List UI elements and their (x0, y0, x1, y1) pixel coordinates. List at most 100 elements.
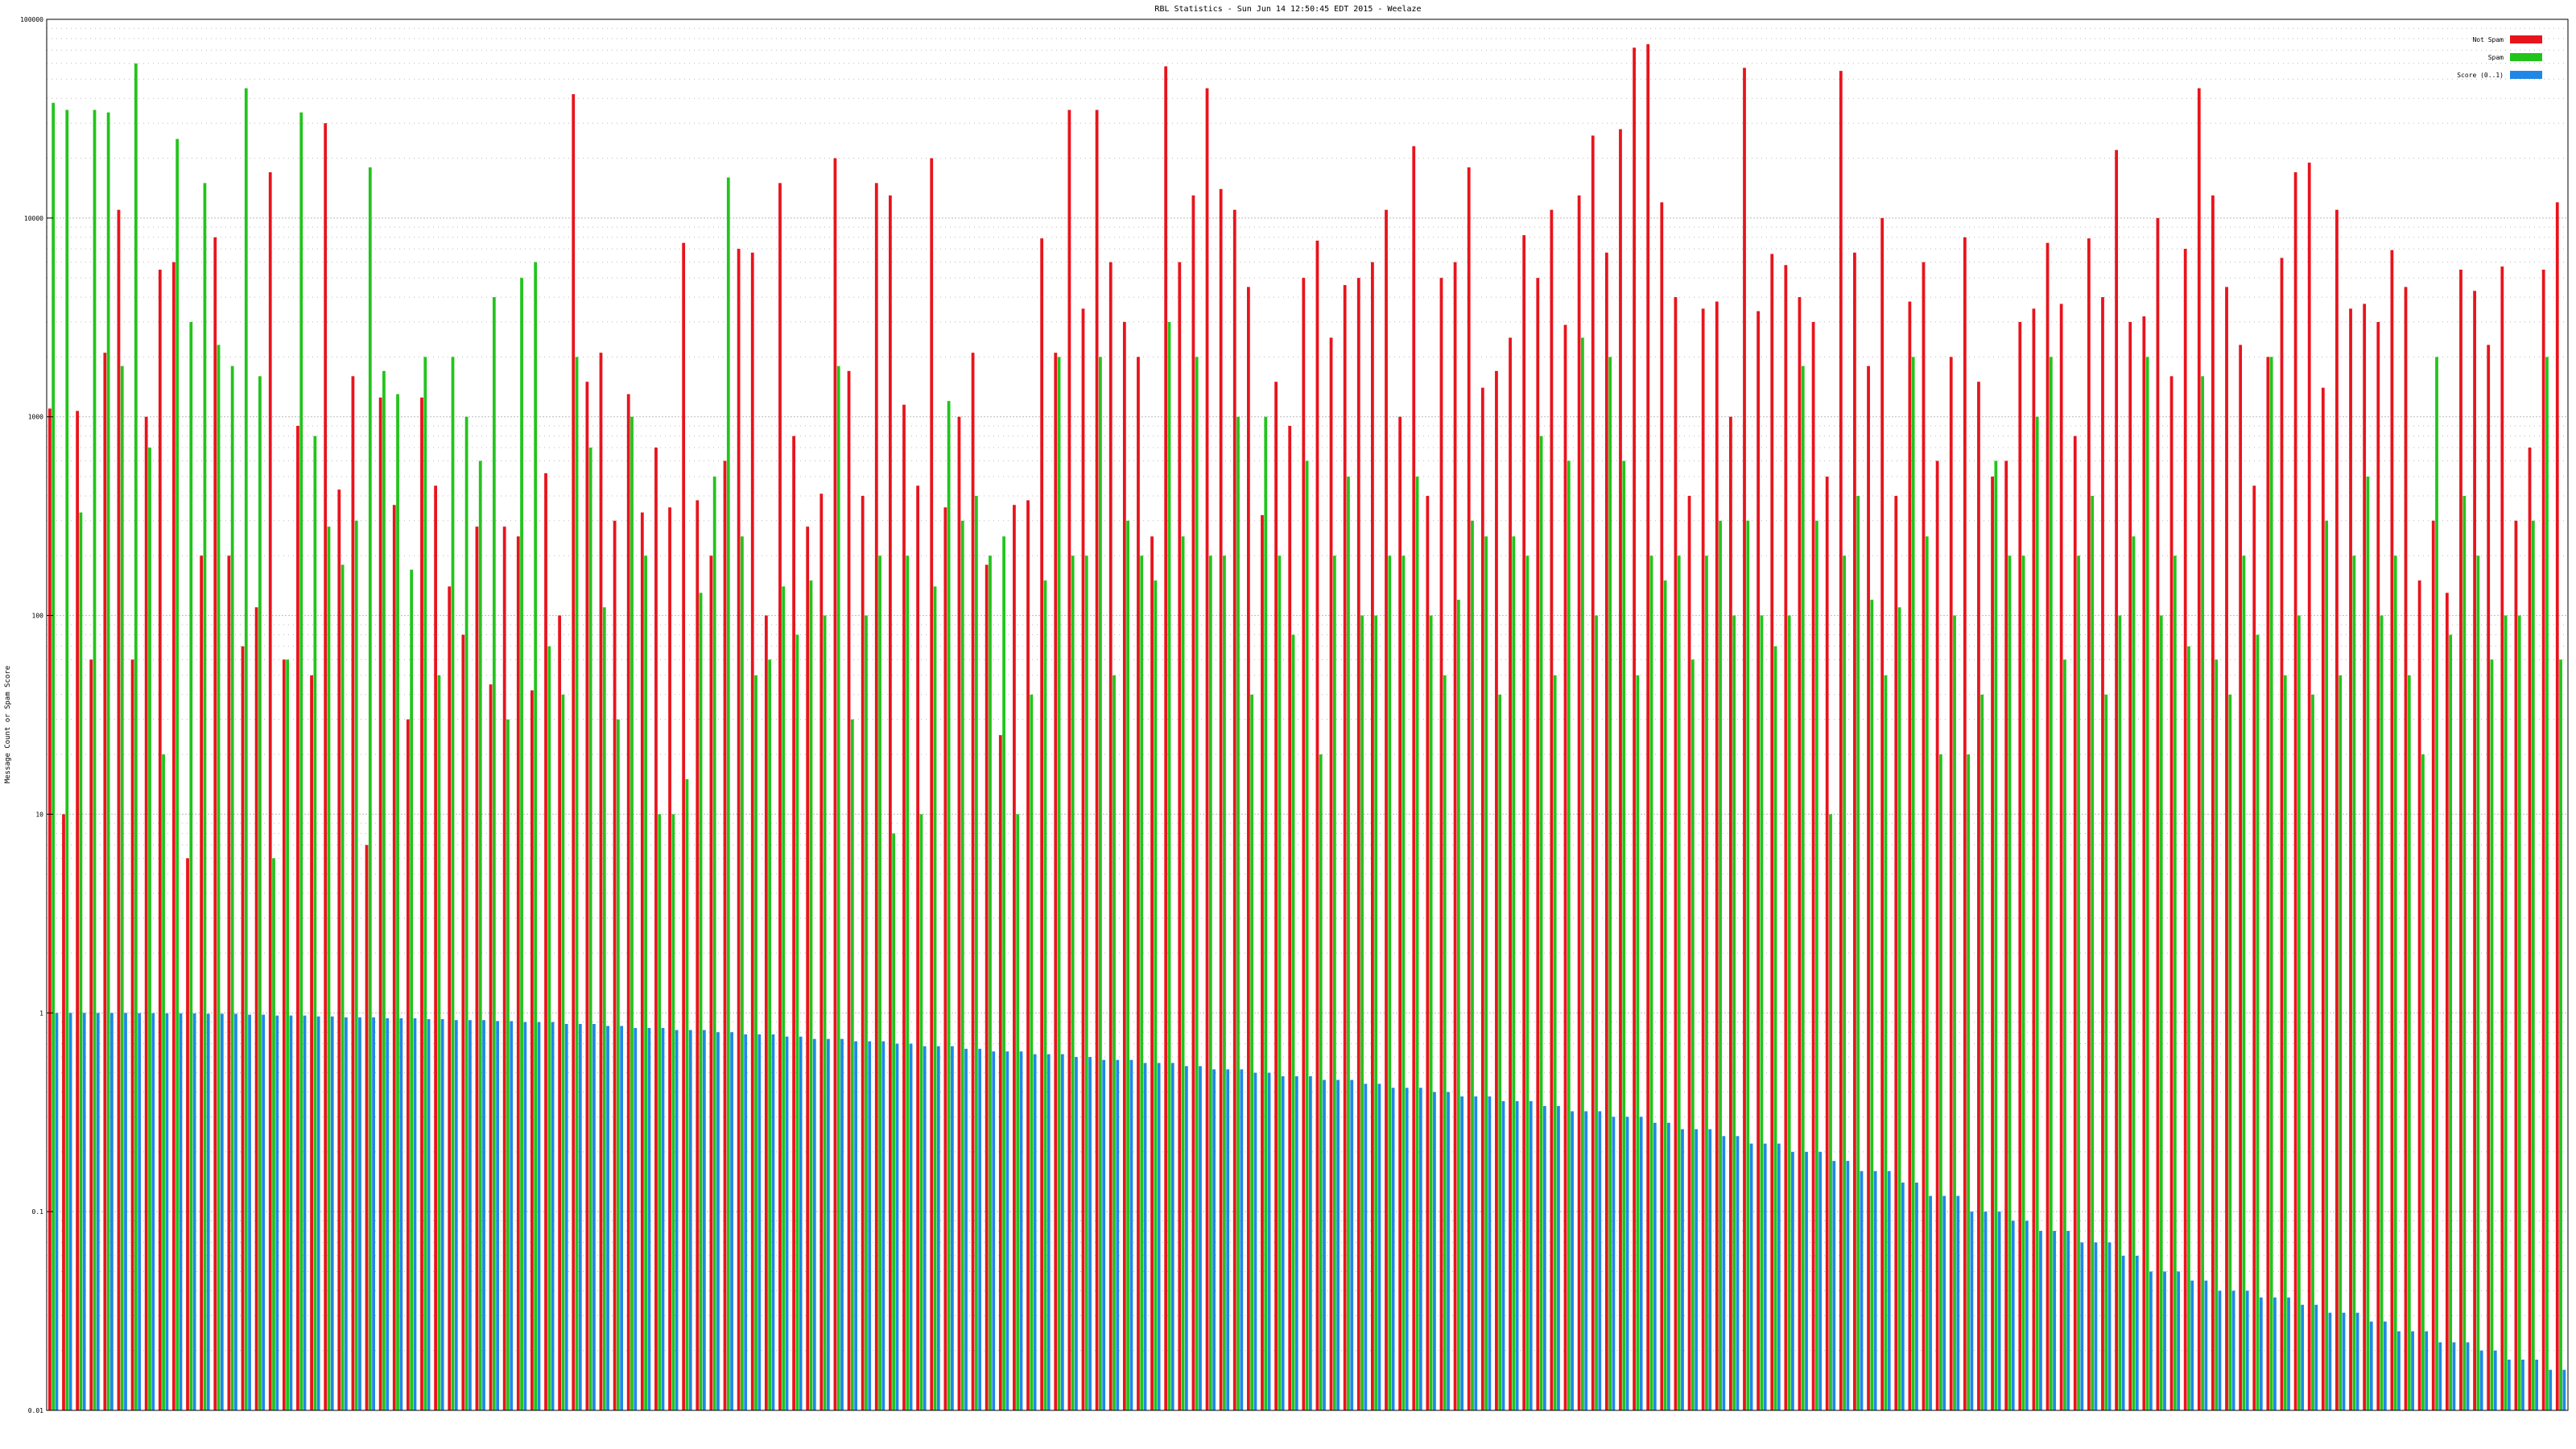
bar-score- (1405, 1088, 1409, 1410)
bar-not-spam (213, 237, 217, 1411)
bar-not-spam (268, 171, 272, 1410)
bar-not-spam (2335, 209, 2339, 1411)
bar-score- (2066, 1231, 2070, 1410)
bar-score- (1226, 1069, 1230, 1410)
bar-not-spam (2101, 297, 2104, 1411)
bar-score- (1695, 1129, 1698, 1410)
bar-spam (2201, 376, 2204, 1410)
bar-spam (2421, 754, 2425, 1410)
bar-score- (454, 1020, 458, 1410)
bar-score- (2218, 1290, 2222, 1410)
bar-score- (1997, 1212, 2001, 1410)
bar-spam (1443, 675, 1447, 1410)
bar-score- (358, 1017, 361, 1410)
bar-spam (754, 675, 758, 1410)
legend-swatch (2510, 71, 2542, 79)
bar-spam (1581, 337, 1584, 1410)
bar-not-spam (1274, 382, 1278, 1411)
bar-spam (492, 297, 496, 1411)
bar-spam (2104, 694, 2108, 1410)
bar-spam (1539, 436, 1543, 1410)
bar-not-spam (2197, 88, 2201, 1411)
bar-spam (506, 719, 510, 1410)
bar-not-spam (337, 489, 341, 1410)
bar-score- (1033, 1054, 1037, 1410)
bar-score- (68, 1013, 72, 1410)
bar-score- (675, 1030, 679, 1410)
bar-not-spam (1329, 337, 1333, 1410)
legend-label: Score (0..1) (2457, 72, 2504, 79)
bar-spam (534, 262, 538, 1411)
bar-not-spam (2073, 436, 2077, 1410)
bar-spam (2132, 536, 2136, 1410)
bar-score- (1046, 1054, 1051, 1410)
bar-spam (1305, 460, 1309, 1410)
bar-spam (1057, 357, 1061, 1411)
bar-score- (1377, 1084, 1381, 1410)
bar-score- (2411, 1331, 2414, 1410)
chart-title: RBL Statistics - Sun Jun 14 12:50:45 EDT… (1154, 5, 1421, 14)
bar-score- (510, 1021, 514, 1410)
bar-score- (826, 1038, 830, 1410)
y-tick-label: 0.1 (32, 1208, 44, 1216)
bar-not-spam (682, 242, 686, 1410)
bar-spam (547, 646, 551, 1410)
bar-score- (2080, 1242, 2084, 1410)
bar-not-spam (2156, 217, 2160, 1410)
bar-spam (1636, 675, 1640, 1410)
bar-score- (2466, 1342, 2470, 1410)
bar-not-spam (1811, 321, 1815, 1411)
bar-score- (578, 1023, 582, 1410)
bar-score- (716, 1032, 720, 1410)
bar-not-spam (1757, 311, 1761, 1411)
bar-score- (1984, 1212, 1988, 1410)
bar-not-spam (2087, 238, 2091, 1410)
bar-score- (812, 1038, 816, 1410)
bar-score- (482, 1020, 485, 1410)
bar-score- (2053, 1231, 2056, 1410)
bar-score- (344, 1017, 348, 1410)
bar-spam (1856, 495, 1860, 1410)
bar-not-spam (2252, 485, 2256, 1410)
bar-not-spam (2514, 520, 2518, 1410)
bar-not-spam (2142, 316, 2146, 1410)
bar-spam (106, 112, 110, 1411)
bar-not-spam (1784, 265, 1788, 1411)
bar-not-spam (130, 659, 134, 1410)
bar-not-spam (2431, 520, 2435, 1410)
chart-legend: Not Spam Spam Score (0..1) (2457, 35, 2542, 79)
bar-spam (1553, 675, 1557, 1410)
bar-spam (974, 495, 978, 1410)
bar-score- (2204, 1280, 2208, 1410)
bar-score- (1129, 1059, 1133, 1410)
bar-not-spam (186, 858, 189, 1410)
bar-spam (1402, 555, 1406, 1410)
legend-label: Not Spam (2472, 36, 2504, 43)
bar-score- (1860, 1170, 1864, 1410)
bar-spam (230, 365, 234, 1410)
bar-spam (630, 416, 634, 1410)
bar-not-spam (48, 408, 52, 1410)
bar-score- (744, 1034, 748, 1410)
bar-score- (2011, 1220, 2015, 1410)
bar-score- (469, 1020, 472, 1410)
bar-score- (303, 1015, 307, 1410)
bar-not-spam (89, 659, 93, 1410)
bar-not-spam (778, 183, 782, 1411)
bar-score- (413, 1018, 417, 1410)
bar-not-spam (1935, 460, 1939, 1410)
bar-spam (1608, 357, 1612, 1411)
bar-not-spam (1687, 495, 1691, 1410)
bar-not-spam (241, 646, 245, 1410)
bar-not-spam (420, 397, 423, 1410)
bar-spam (1140, 555, 1144, 1410)
bar-not-spam (1729, 416, 1732, 1410)
bar-not-spam (2183, 249, 2187, 1410)
bar-score- (1116, 1059, 1120, 1410)
bar-spam (1512, 536, 1516, 1410)
bar-score- (1391, 1088, 1395, 1410)
bar-score- (1846, 1161, 1850, 1410)
bar-spam (2462, 495, 2467, 1410)
bar-spam (2021, 555, 2025, 1410)
bar-spam (93, 109, 97, 1411)
